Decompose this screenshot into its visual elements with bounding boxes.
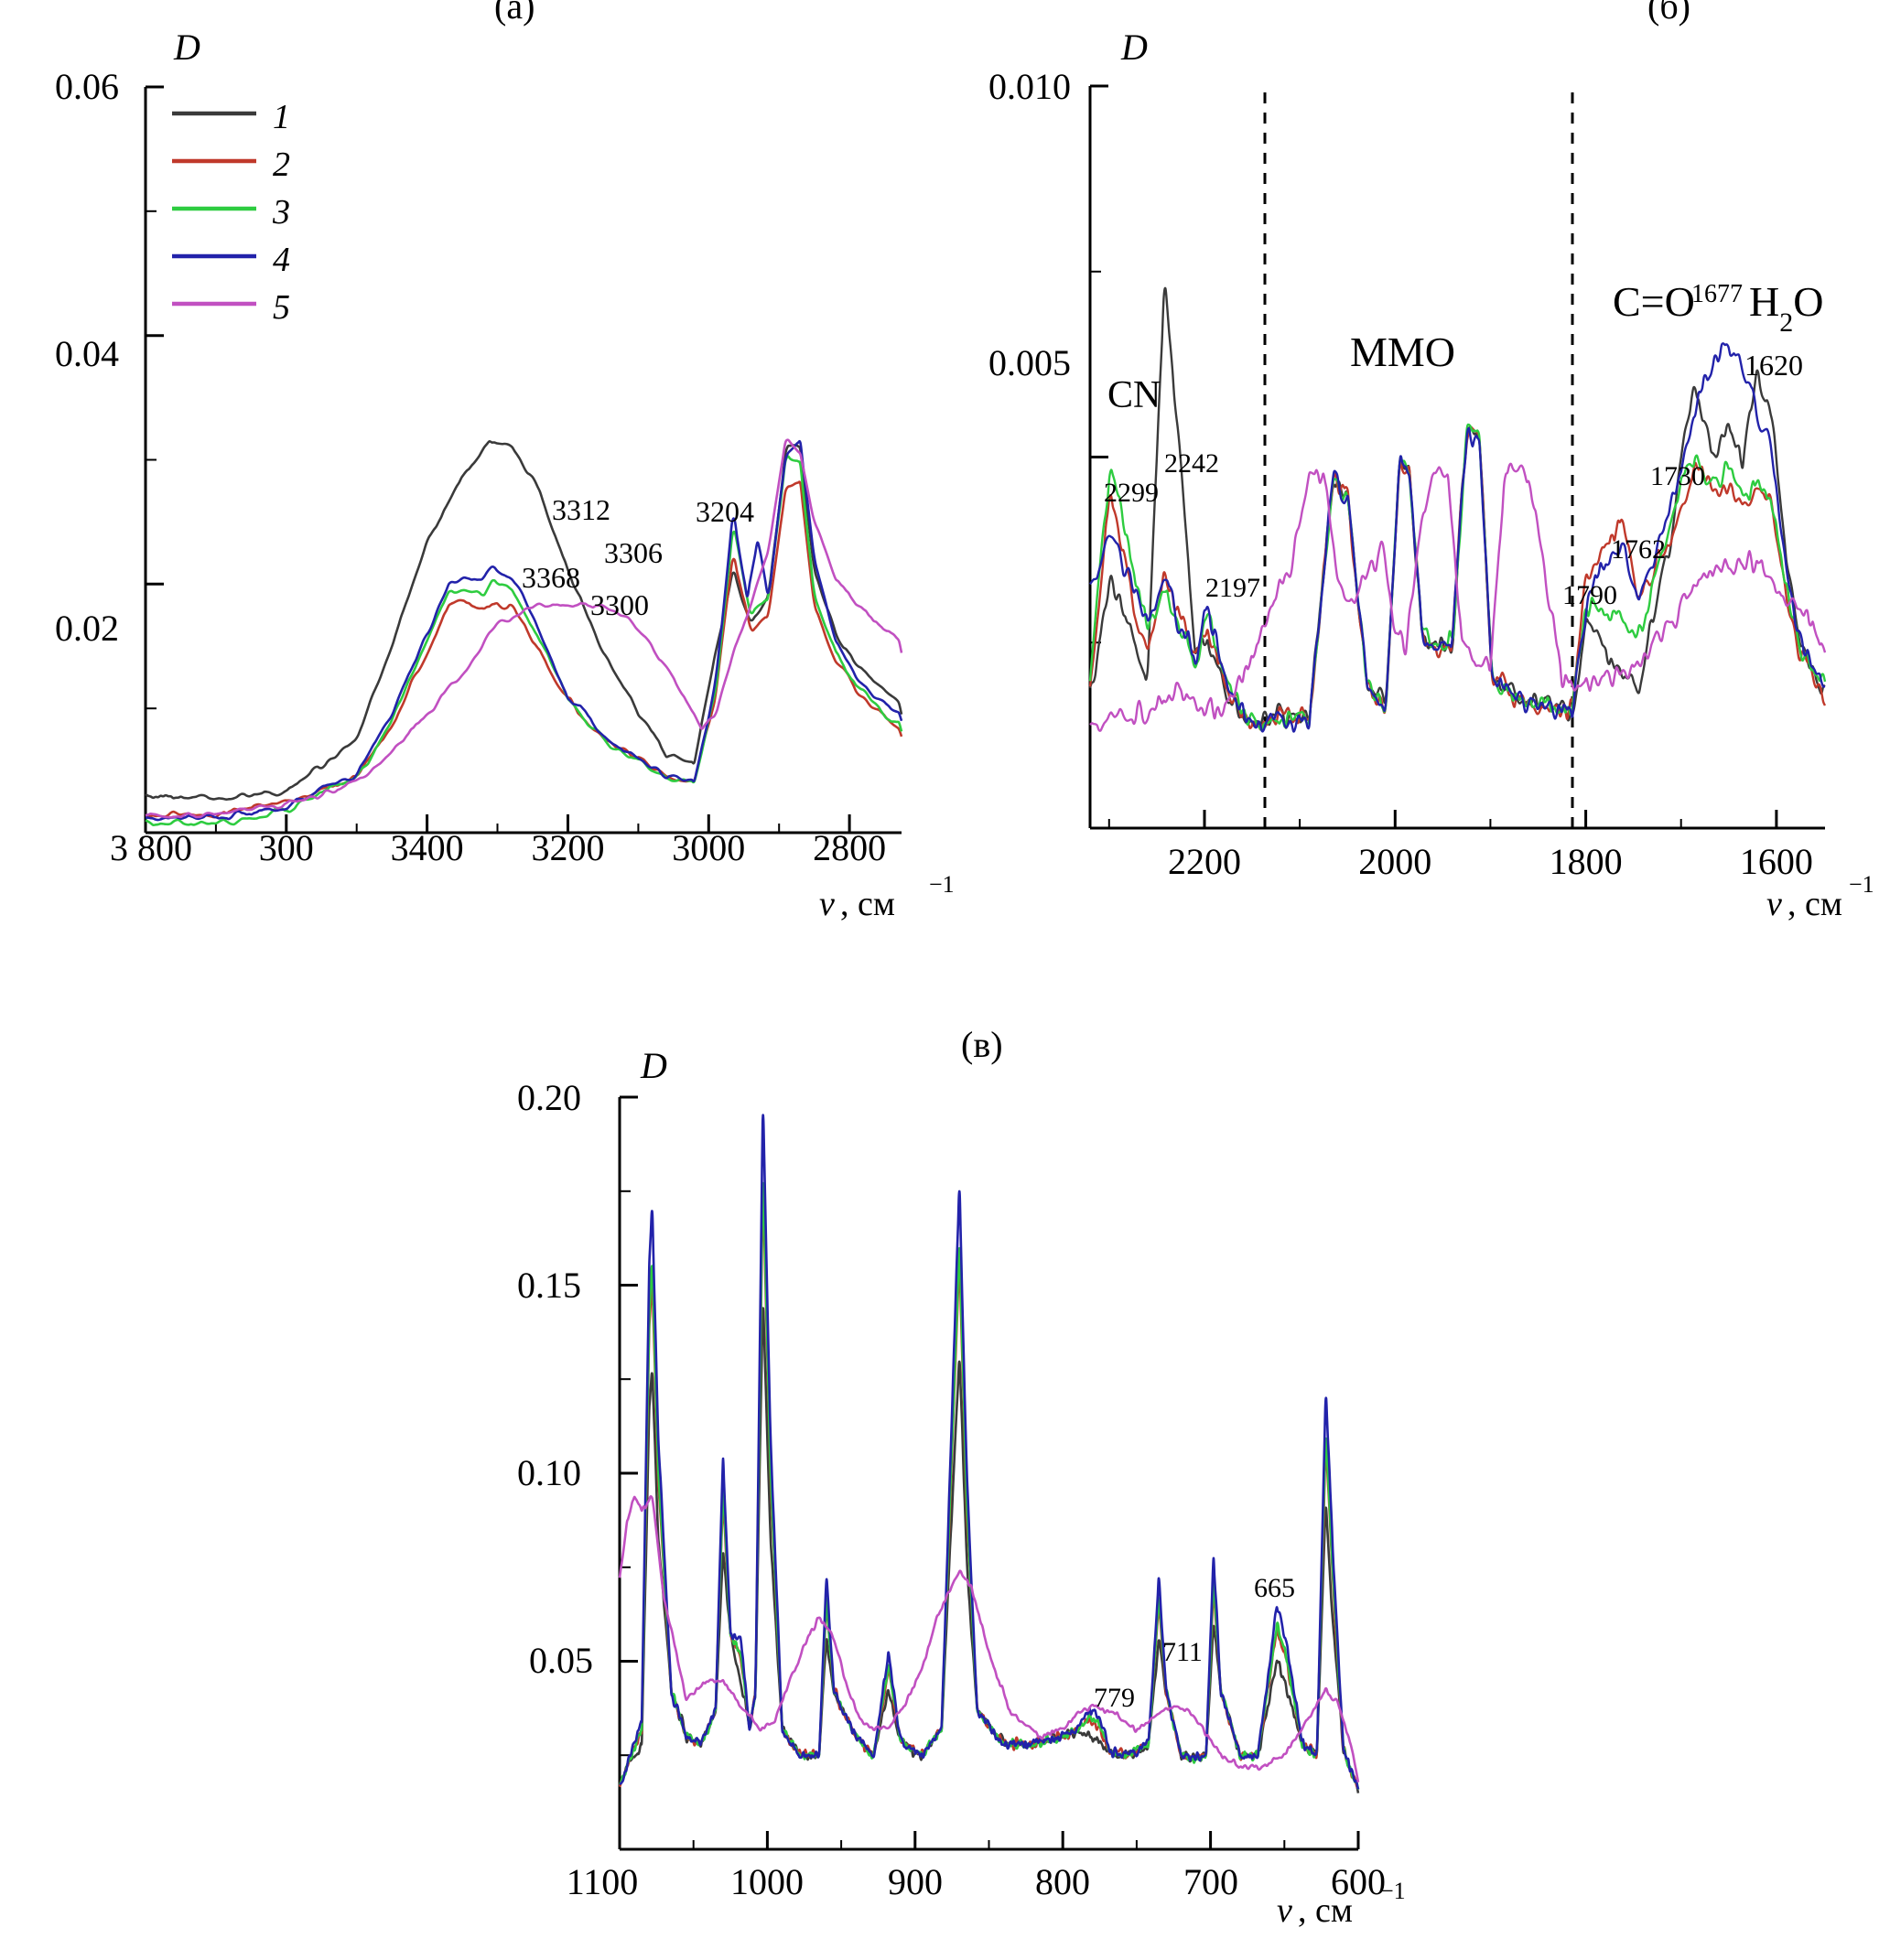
svg-text:3000: 3000	[672, 827, 745, 868]
svg-text:1000: 1000	[730, 1861, 804, 1902]
svg-text:D: D	[1120, 27, 1148, 68]
svg-text:2000: 2000	[1358, 841, 1431, 882]
svg-text:(в): (в)	[961, 1024, 1003, 1065]
svg-text:1600: 1600	[1740, 841, 1813, 882]
svg-text:−1: −1	[1849, 871, 1874, 898]
svg-text:(б): (б)	[1647, 0, 1690, 27]
svg-text:3312: 3312	[552, 493, 610, 526]
svg-text:0.005: 0.005	[988, 342, 1071, 383]
svg-text:2197: 2197	[1205, 573, 1260, 603]
svg-text:711: 711	[1162, 1637, 1203, 1667]
svg-text:(a): (a)	[494, 0, 535, 27]
svg-text:300: 300	[259, 827, 314, 868]
svg-text:3368: 3368	[522, 561, 580, 594]
svg-text:1100: 1100	[567, 1861, 639, 1902]
svg-text:2299: 2299	[1104, 478, 1159, 508]
svg-text:D: D	[640, 1045, 667, 1086]
svg-text:1800: 1800	[1550, 841, 1623, 882]
svg-text:0.010: 0.010	[988, 66, 1071, 107]
svg-text:0.04: 0.04	[55, 333, 119, 374]
svg-text:2200: 2200	[1168, 841, 1241, 882]
svg-text:1677: 1677	[1691, 280, 1743, 308]
svg-text:5: 5	[273, 288, 290, 327]
svg-text:2: 2	[273, 145, 290, 184]
svg-text:, см: , см	[840, 885, 895, 923]
svg-text:3306: 3306	[604, 536, 663, 569]
svg-text:3: 3	[110, 827, 128, 868]
svg-text:0.15: 0.15	[517, 1265, 581, 1306]
svg-text:1: 1	[273, 98, 290, 136]
svg-text:0.20: 0.20	[517, 1077, 581, 1118]
svg-text:ν: ν	[819, 885, 835, 923]
svg-text:0.05: 0.05	[529, 1640, 593, 1681]
svg-text:800: 800	[1035, 1861, 1090, 1902]
svg-text:3300: 3300	[590, 588, 649, 621]
svg-text:1730: 1730	[1650, 461, 1705, 491]
svg-text:, см: , см	[1787, 885, 1842, 923]
svg-text:MMO: MMO	[1350, 328, 1455, 375]
svg-text:1762: 1762	[1611, 534, 1666, 565]
svg-text:D: D	[173, 27, 200, 68]
svg-text:, см: , см	[1298, 1891, 1353, 1930]
svg-text:1790: 1790	[1562, 580, 1617, 610]
svg-text:779: 779	[1094, 1683, 1135, 1713]
svg-text:900: 900	[888, 1861, 943, 1902]
svg-text:0.06: 0.06	[55, 66, 119, 107]
svg-text:1620: 1620	[1744, 349, 1803, 382]
svg-text:3: 3	[272, 193, 290, 232]
svg-text:0.10: 0.10	[517, 1452, 581, 1493]
svg-text:4: 4	[273, 241, 290, 279]
svg-text:−1: −1	[1380, 1878, 1406, 1904]
svg-text:700: 700	[1183, 1861, 1238, 1902]
svg-text:3400: 3400	[391, 827, 464, 868]
svg-text:C=O: C=O	[1613, 278, 1695, 325]
svg-text:ν: ν	[1277, 1891, 1292, 1930]
svg-text:ν: ν	[1766, 885, 1782, 923]
svg-text:800: 800	[137, 827, 192, 868]
svg-text:−1: −1	[929, 871, 955, 898]
svg-text:CN: CN	[1107, 374, 1161, 416]
svg-text:0.02: 0.02	[55, 608, 119, 649]
svg-text:2800: 2800	[813, 827, 886, 868]
svg-text:2242: 2242	[1164, 448, 1219, 479]
svg-text:3204: 3204	[696, 495, 754, 528]
svg-text:3200: 3200	[532, 827, 605, 868]
svg-text:665: 665	[1254, 1573, 1295, 1603]
